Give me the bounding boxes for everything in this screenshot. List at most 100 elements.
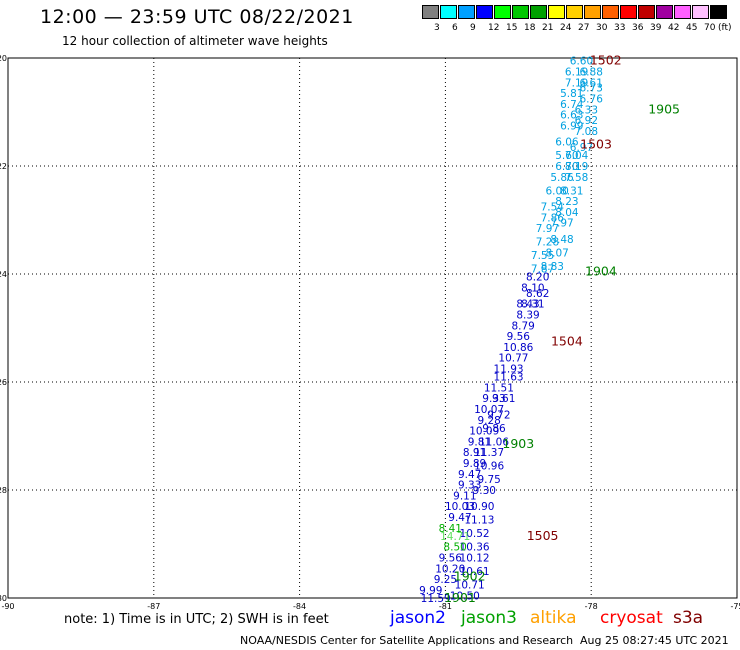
wave-height-value: 9.56 [439, 553, 463, 565]
wave-height-value: 9.72 [487, 409, 510, 421]
pass-time-label: 1904 [585, 263, 617, 278]
wave-height-value: 8.20 [526, 272, 549, 284]
color-scale-tick: 12 [488, 23, 500, 33]
wave-height-value: 10.09 [469, 426, 499, 438]
wave-height-value: 6.61 [580, 77, 603, 89]
wave-height-value: 5.81 [560, 88, 583, 100]
wave-height-value: 10.77 [498, 353, 528, 365]
wave-height-value: 9.56 [507, 331, 531, 343]
wave-height-value: 11.63 [494, 372, 524, 384]
color-swatch [548, 5, 565, 19]
pass-time-label: 1503 [580, 136, 612, 151]
footer-timestamp: Aug 25 08:27:45 UTC 2021 [580, 634, 729, 647]
wave-height-value: 8.48 [550, 234, 573, 246]
wave-height-value: 9.25 [434, 574, 457, 586]
color-scale-tick: 3 [434, 23, 440, 33]
color-scale-tick: 21 [542, 23, 554, 33]
longitude-tick-label: -78 [585, 602, 598, 611]
longitude-tick-label: -87 [147, 602, 160, 611]
wave-height-value: 6.19 [565, 67, 588, 79]
wave-height-value: 10.03 [445, 501, 475, 513]
wave-height-value: 8.43 [516, 299, 539, 311]
wave-height-value: 8.31 [560, 185, 583, 197]
color-scale-tick: 36 [632, 23, 644, 33]
wave-height-value: 11.51 [484, 382, 514, 394]
wave-height-value: 8.10 [521, 283, 544, 295]
color-swatch [656, 5, 673, 19]
wave-height-value: 6.70 [555, 161, 578, 173]
color-swatch [530, 5, 547, 19]
units-note: note: 1) Time is in UTC; 2) SWH is in fe… [64, 612, 329, 627]
page-subtitle: 12 hour collection of altimeter wave hei… [62, 34, 328, 48]
color-scale-tick: 42 [668, 23, 680, 33]
wave-height-value: 6.88 [580, 67, 603, 79]
wave-height-value: 8.41 [439, 523, 462, 535]
latitude-tick-label: 20 [0, 54, 7, 63]
wave-height-value: 7.87 [531, 264, 554, 276]
color-swatch [692, 5, 709, 19]
pass-time-label: 1901 [444, 590, 476, 605]
color-scale-bar [422, 5, 728, 21]
wave-height-value: 10.96 [474, 461, 504, 473]
pass-time-label: 1902 [454, 568, 486, 583]
wave-height-value: 11.06 [479, 436, 509, 448]
longitude-tick-label: -84 [293, 602, 306, 611]
wave-height-value: 6.99 [560, 121, 583, 133]
pass-time-label: 1502 [590, 53, 622, 68]
wave-height-value: 9.33 [482, 393, 505, 405]
color-scale-tick: 18 [524, 23, 536, 33]
latitude-tick-label: 24 [0, 270, 7, 279]
longitude-tick-label: -75 [730, 602, 740, 611]
color-scale-tick: 6 [452, 23, 458, 33]
color-swatch [512, 5, 529, 19]
wave-height-value: 6.92 [575, 115, 598, 127]
pass-time-label: 1505 [527, 528, 559, 543]
wave-height-value: 11.93 [494, 364, 524, 376]
wave-height-value: 9.30 [473, 485, 496, 497]
color-scale-tick: 30 [596, 23, 608, 33]
wave-height-value: 5.60 [555, 150, 578, 162]
color-swatch [638, 5, 655, 19]
pass-time-label: 1905 [648, 101, 680, 116]
wave-height-value: 10.36 [460, 542, 490, 554]
wave-height-value: 9.11 [453, 490, 476, 502]
color-swatch [494, 5, 511, 19]
wave-height-value: 10.90 [464, 501, 494, 513]
wave-height-value: 7.54 [541, 202, 565, 214]
wave-height-value: 8.79 [511, 320, 534, 332]
wave-height-value: 7.86 [541, 212, 565, 224]
wave-height-value: 6.63 [560, 110, 583, 122]
color-swatch [620, 5, 637, 19]
wave-height-value: 8.19 [565, 161, 588, 173]
wave-height-value: 6.00 [545, 185, 568, 197]
wave-height-value: 11.37 [474, 447, 504, 459]
wave-height-value: 7.04 [565, 150, 589, 162]
wave-height-value: 10.52 [460, 528, 490, 540]
wave-height-value: 7.08 [575, 126, 598, 138]
wave-height-value: 7.55 [531, 250, 554, 262]
wave-height-value: 9.75 [477, 474, 500, 486]
wave-height-value: 9.61 [492, 393, 515, 405]
color-scale-labels: 3 6 9 12 15 18 21 24 27 30 33 36 39 42 45 70 (ft) [422, 3, 738, 33]
wave-height-value: 9.28 [477, 415, 500, 427]
color-scale-tick: 9 [470, 23, 476, 33]
wave-height-value: 7.97 [550, 218, 573, 230]
color-swatch [422, 5, 439, 19]
color-scale-tick: 45 [686, 23, 698, 33]
sat-cryosat: cryosat [600, 608, 663, 628]
color-swatch [584, 5, 601, 19]
map-frame [7, 57, 738, 599]
wave-height-value: 5.86 [550, 172, 574, 184]
sat-altika: altika [530, 608, 577, 628]
wave-height-value: 8.50 [443, 542, 466, 554]
latitude-tick-label: 28 [0, 486, 7, 495]
color-swatch [458, 5, 475, 19]
wave-height-value: 6.06 [555, 137, 579, 149]
sat-s3a: s3a [673, 608, 704, 628]
wave-height-value: 9.47 [458, 469, 481, 481]
color-scale-tick: 33 [614, 23, 626, 33]
wave-height-value: 10.07 [474, 404, 504, 416]
color-swatch [710, 5, 727, 19]
wave-height-value: 8.23 [555, 196, 578, 208]
wave-height-value: 6.76 [580, 94, 604, 106]
